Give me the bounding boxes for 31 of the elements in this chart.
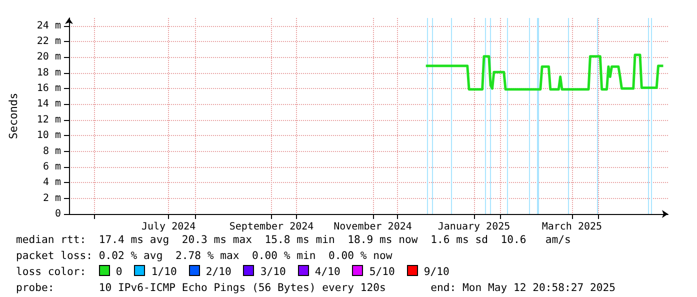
y-tick-label: 10 m (36, 130, 61, 142)
legend-label: 0 (116, 266, 122, 278)
y-tick-label: 2 m (42, 192, 61, 204)
y-tick-label: 0 (54, 208, 61, 220)
legend-label: 9/10 (424, 266, 450, 278)
y-tick-label: 24 m (36, 20, 61, 32)
x-tick-label: November 2024 (334, 222, 412, 232)
legend-label: 3/10 (260, 266, 286, 278)
y-tick-label: 8 m (42, 146, 61, 157)
y-tick-label: 6 m (42, 161, 61, 172)
legend-title: loss color: (16, 266, 88, 278)
x-tick-label: March 2025 (542, 222, 602, 232)
text: packet loss: 0.02 % avg 2.78 % max 0.00 % min 0.00 % now (16, 249, 394, 264)
y-tick-label: 14 m (36, 98, 61, 110)
text: probe: 10 IPv6-ICMP Echo Pings (56 Bytes) every 120s end: Mon May 12 20:58:27 2025 (16, 281, 617, 296)
x-tick-label: July 2024 (142, 222, 196, 232)
x-tick-label: January 2025 (438, 222, 510, 232)
text: median rtt: 17.4 ms avg 20.3 ms max 15.8 ms min 18.9 ms now 1.6 ms sd 10.6 am/s (16, 233, 572, 248)
y-tick-label: 12 m (36, 114, 61, 126)
legend-label: 4/10 (314, 266, 340, 278)
y-tick-label: 4 m (42, 177, 61, 188)
x-tick-label: September 2024 (229, 222, 314, 232)
y-axis-title: Seconds (7, 92, 20, 140)
y-tick-label: 20 m (36, 52, 61, 63)
line-series (424, 54, 664, 91)
legend-label: 1/10 (151, 266, 177, 278)
y-tick-label: 18 m (36, 67, 61, 78)
y-tick-label: 22 m (36, 36, 61, 48)
legend-label: 5/10 (369, 266, 395, 278)
legend-label: 2/10 (206, 266, 232, 278)
y-tick-label: 16 m (36, 83, 61, 94)
